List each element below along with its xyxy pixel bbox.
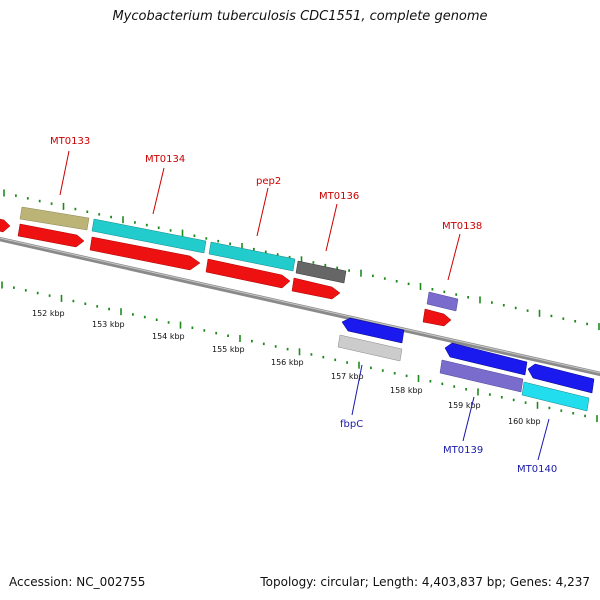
genome-backbone <box>0 236 600 377</box>
gene-arrow-red[interactable] <box>291 277 341 300</box>
scale-label: 160 kbp <box>508 417 541 426</box>
gene-box-light-gray[interactable] <box>337 334 403 362</box>
gene-label[interactable]: pep2 <box>256 176 281 187</box>
scale-label: 159 kbp <box>448 401 481 410</box>
inner-tick-ring <box>1 281 598 423</box>
gene-arrow-red[interactable] <box>0 218 11 233</box>
gene-label[interactable]: MT0133 <box>50 136 90 147</box>
gene-arrow-blue[interactable] <box>444 342 528 376</box>
scale-label: 155 kbp <box>212 345 245 354</box>
gene-box-cyan[interactable] <box>521 381 590 412</box>
gene-box-purple[interactable] <box>439 359 524 393</box>
gene-box-cyan[interactable] <box>208 241 296 272</box>
gene-box-cyan[interactable] <box>91 218 207 254</box>
gene-arrow-red[interactable] <box>89 236 201 271</box>
gene-arrow-red[interactable] <box>422 308 452 327</box>
scale-label: 154 kbp <box>152 332 185 341</box>
gene-label[interactable]: fbpC <box>340 419 363 430</box>
accession-text: Accession: NC_002755 <box>9 575 146 589</box>
gene-label[interactable]: MT0140 <box>517 464 557 475</box>
gene-box-purple[interactable] <box>426 291 459 312</box>
scale-label: 152 kbp <box>32 309 65 318</box>
gene-label[interactable]: MT0138 <box>442 221 482 232</box>
scale-label: 158 kbp <box>390 386 423 395</box>
gene-arrow-red[interactable] <box>205 258 291 289</box>
gene-box-olive[interactable] <box>19 206 90 231</box>
scale-labels: 152 kbp 153 kbp 154 kbp 155 kbp 156 kbp … <box>32 309 541 426</box>
gene-arrow-blue[interactable] <box>527 363 595 394</box>
map-title: Mycobacterium tuberculosis CDC1551, comp… <box>112 9 488 24</box>
scale-label: 156 kbp <box>271 358 304 367</box>
gene-arrow-blue[interactable] <box>341 317 405 344</box>
gene-features <box>0 206 595 412</box>
scale-label: 157 kbp <box>331 372 364 381</box>
genome-summary-text: Topology: circular; Length: 4,403,837 bp… <box>260 575 590 589</box>
gene-box-gray[interactable] <box>295 260 347 284</box>
gene-arrow-red[interactable] <box>17 223 85 248</box>
gene-label[interactable]: MT0139 <box>443 445 483 456</box>
gene-label-leaders <box>59 150 550 461</box>
scale-label: 153 kbp <box>92 320 125 329</box>
gene-label[interactable]: MT0136 <box>319 191 359 202</box>
gene-label[interactable]: MT0134 <box>145 154 185 165</box>
genome-backbone-highlight <box>0 237 600 374</box>
outer-tick-ring <box>3 189 600 331</box>
gene-labels: MT0133 MT0134 pep2 MT0136 MT0138 fbpC MT… <box>50 136 557 475</box>
